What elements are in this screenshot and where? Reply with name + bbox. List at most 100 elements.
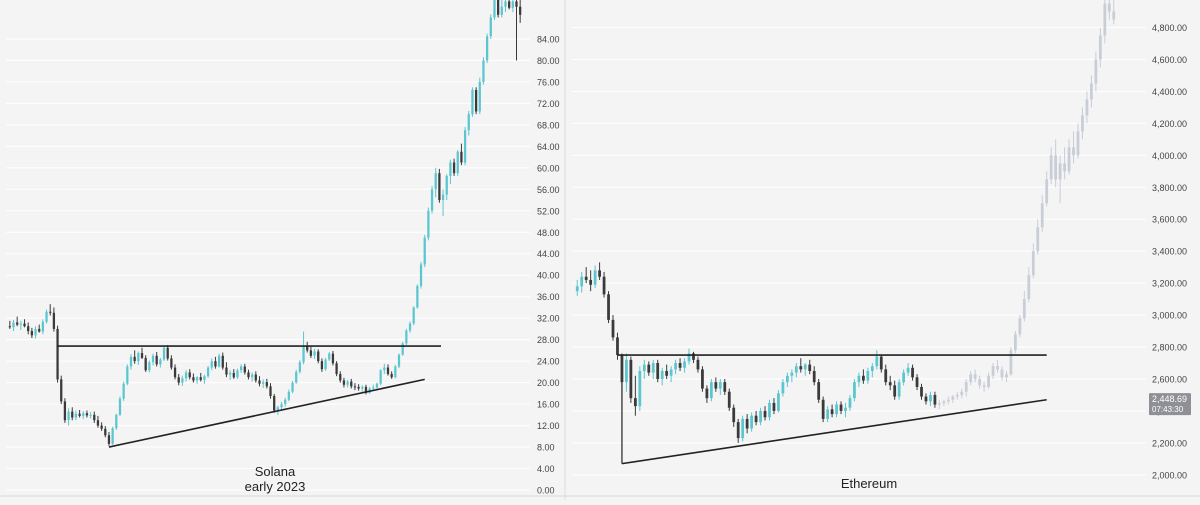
candle (265, 378, 268, 389)
candle (924, 393, 928, 405)
candle (27, 322, 30, 335)
candle (750, 412, 753, 432)
candle (620, 353, 624, 386)
candle (206, 365, 210, 378)
y-tick-label: 16.00 (537, 400, 560, 410)
candle (137, 351, 140, 365)
candle (166, 345, 169, 361)
projection-candle (1054, 139, 1058, 188)
candle (508, 0, 511, 10)
candle (280, 401, 283, 410)
candle (929, 391, 932, 407)
candle (324, 357, 327, 371)
candle (777, 390, 780, 413)
candle (78, 409, 81, 418)
candle (723, 378, 727, 395)
candle (589, 270, 593, 292)
candle (485, 33, 489, 64)
candle (794, 363, 798, 378)
candle (669, 366, 673, 383)
candle (162, 345, 166, 362)
candle (511, 0, 514, 13)
candle (580, 271, 584, 293)
candle (23, 319, 26, 328)
candle (416, 284, 419, 309)
candle (763, 406, 767, 421)
candle (683, 358, 686, 373)
candle (67, 408, 70, 426)
candle (16, 316, 19, 327)
candle (799, 358, 803, 373)
chart-panel-solana: 0.00 4.00 8.00 12.00 16.00 20.00 24.00 28.00 32.… (6, 0, 560, 496)
projection-candle (1090, 75, 1093, 108)
candle (320, 358, 324, 372)
candle (467, 110, 470, 136)
y-tick-label: 40.00 (537, 271, 560, 281)
candle (933, 391, 937, 408)
projection-candle (1081, 107, 1084, 140)
candle (195, 376, 199, 384)
y-tick-label: 3,200.00 (1152, 279, 1187, 289)
candle (736, 418, 740, 443)
candle (331, 350, 335, 366)
projection-candle (1005, 370, 1008, 383)
candle (647, 361, 651, 376)
candle (364, 384, 368, 395)
candle (463, 127, 467, 166)
candle (692, 351, 695, 363)
y-tick-label: 4,200.00 (1152, 119, 1187, 129)
projection-candle (1009, 347, 1013, 376)
y-tick-label: 48.00 (537, 228, 560, 238)
y-tick-label: 60.00 (537, 163, 560, 173)
candle (339, 371, 342, 383)
candle (430, 186, 434, 214)
y-tick-label: 76.00 (537, 77, 560, 87)
candle (217, 353, 221, 368)
candle (203, 374, 206, 384)
candle (38, 324, 41, 333)
candle (718, 378, 722, 395)
candle (911, 364, 914, 381)
candle (412, 306, 415, 326)
y-tick-label: 68.00 (537, 120, 560, 130)
candle (920, 383, 923, 400)
candle (452, 158, 456, 176)
candle (177, 374, 180, 386)
candle (714, 377, 718, 392)
candle (687, 348, 691, 365)
projection-candle (991, 363, 995, 379)
candle (438, 168, 441, 203)
candle (633, 375, 637, 416)
projection-candle (1049, 147, 1053, 185)
candle (45, 309, 48, 324)
candle (254, 371, 257, 383)
y-tick-label: 3,400.00 (1152, 247, 1187, 257)
candle (129, 354, 133, 370)
candle (236, 368, 239, 379)
projection-candle (1094, 51, 1098, 92)
projection-candle (1103, 0, 1107, 44)
candle (85, 410, 89, 418)
candle (104, 426, 107, 438)
y-tick-label: 24.00 (537, 357, 560, 367)
projection-candle (996, 359, 999, 373)
candle (184, 370, 188, 382)
candle (478, 77, 481, 115)
candle (701, 366, 704, 392)
candle (357, 384, 360, 391)
projection-candle (1045, 171, 1049, 207)
candle (575, 279, 579, 296)
candle (745, 414, 749, 434)
candle (298, 360, 302, 374)
candle (781, 378, 785, 397)
candle (759, 407, 762, 426)
y-tick-label: 4.00 (537, 464, 555, 474)
y-tick-label: 2,800.00 (1152, 343, 1187, 353)
candle (423, 234, 426, 268)
projection-candle (942, 399, 946, 407)
projection-candle (1031, 243, 1035, 279)
candle (74, 410, 78, 421)
candle (126, 364, 129, 386)
y-tick-label: 4,000.00 (1152, 151, 1187, 161)
candle (427, 207, 430, 241)
